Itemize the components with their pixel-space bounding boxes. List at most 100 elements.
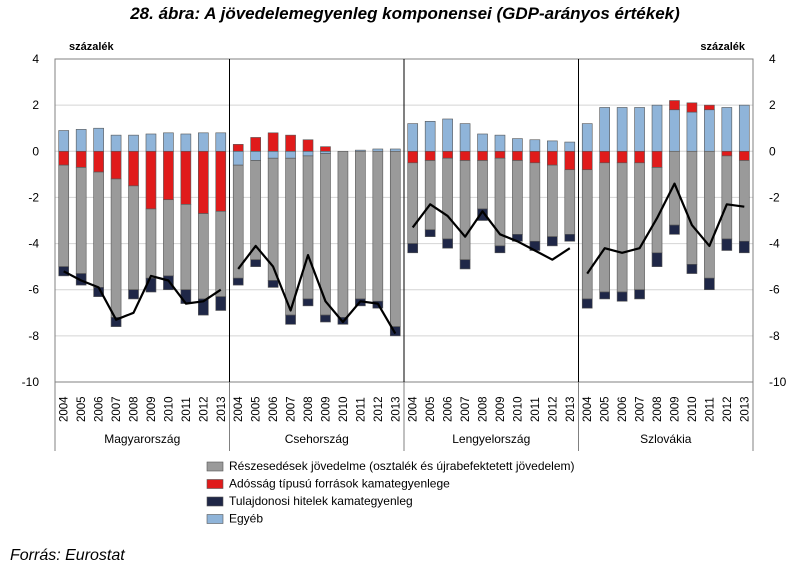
bar-reszesedes (459, 160, 471, 261)
bar-reszesedes (704, 150, 715, 279)
bar-reszesedes (616, 162, 628, 293)
x-tick-label: 2009 (669, 396, 681, 422)
group-label: Szlovákia (640, 432, 692, 446)
bar-tulajdonosi (302, 298, 314, 307)
y-tick-label-left: 2 (32, 98, 39, 112)
bar-egyeb (581, 123, 593, 152)
bar-adossag (669, 100, 680, 111)
x-tick-label: 2009 (146, 396, 158, 422)
bar-reszesedes (686, 150, 698, 265)
x-tick-label: 2010 (163, 396, 175, 422)
bar-egyeb (128, 134, 139, 152)
bar-tulajdonosi (128, 289, 139, 300)
y-tick-label-right: 2 (769, 98, 776, 112)
bar-tulajdonosi (494, 245, 506, 254)
y-tick-label-left: 0 (32, 144, 39, 158)
bar-adossag (529, 150, 541, 164)
bar-adossag (58, 150, 70, 166)
bar-reszesedes (547, 164, 558, 237)
bar-adossag (547, 150, 558, 166)
x-tick-label: 2011 (704, 397, 716, 422)
x-tick-label: 2008 (129, 396, 141, 422)
y-tick-label-left: 4 (32, 52, 39, 66)
bar-tulajdonosi (459, 259, 471, 270)
bar-reszesedes (215, 210, 227, 297)
bar-tulajdonosi (738, 240, 750, 254)
bar-adossag (320, 146, 331, 152)
series-line (586, 182, 745, 275)
bar-adossag (215, 150, 227, 212)
bar-adossag (110, 150, 122, 180)
bar-tulajdonosi (651, 252, 663, 267)
bar-adossag (302, 139, 314, 152)
bar-egyeb (110, 134, 122, 152)
bar-adossag (494, 150, 506, 159)
bar-reszesedes (58, 164, 70, 267)
bar-tulajdonosi (477, 208, 488, 221)
series-line (411, 203, 571, 261)
bar-tulajdonosi (285, 314, 296, 325)
legend-swatch-adossag (206, 479, 224, 489)
bar-adossag (407, 150, 419, 164)
y-tick-label-left: -10 (22, 375, 40, 389)
bar-adossag (232, 144, 244, 152)
x-tick-label: 2005 (76, 396, 88, 422)
y-tick-label-right: -4 (769, 237, 780, 251)
bar-egyeb (163, 132, 174, 152)
bar-egyeb (198, 132, 209, 152)
bar-tulajdonosi (547, 236, 558, 247)
bar-adossag (145, 150, 157, 210)
bar-reszesedes (372, 150, 384, 302)
x-tick-label: 2008 (478, 396, 490, 422)
x-tick-label: 2005 (425, 396, 437, 422)
bar-reszesedes (512, 160, 523, 235)
bar-adossag (704, 104, 715, 111)
bar-reszesedes (424, 160, 436, 231)
x-tick-label: 2008 (652, 396, 664, 422)
bar-adossag (93, 150, 104, 173)
legend-swatch-tulajdonosi (206, 496, 224, 507)
x-tick-label: 2005 (251, 396, 263, 422)
bar-reszesedes (198, 213, 209, 300)
x-tick-label: 2011 (355, 397, 367, 422)
bar-tulajdonosi (424, 229, 436, 237)
bar-tulajdonosi (581, 298, 593, 309)
bar-adossag (250, 137, 261, 152)
bar-reszesedes (634, 162, 645, 291)
bar-reszesedes (389, 150, 401, 327)
bar-adossag (634, 150, 645, 164)
bar-adossag (442, 150, 453, 159)
bar-adossag (180, 150, 192, 205)
bar-adossag (267, 132, 279, 152)
bar-reszesedes (564, 169, 576, 235)
group-label: Csehország (285, 432, 349, 446)
bar-tulajdonosi (704, 277, 715, 291)
bar-tulajdonosi (721, 238, 733, 251)
x-tick-label: 2012 (547, 396, 559, 422)
y-tick-label-left: -8 (28, 329, 39, 343)
x-tick-label: 2006 (443, 396, 455, 422)
legend-label-tulajdonosi: Tulajdonosi hitelek kamategyenleg (229, 494, 413, 508)
y-tick-label-left: -6 (28, 283, 39, 297)
bar-reszesedes (302, 155, 314, 300)
bar-adossag (564, 150, 576, 171)
bar-reszesedes (163, 199, 174, 277)
x-tick-label: 2012 (198, 396, 210, 422)
x-tick-label: 2011 (530, 397, 542, 422)
bar-adossag (285, 134, 296, 152)
x-tick-label: 2013 (390, 396, 402, 422)
bar-reszesedes (581, 169, 593, 300)
bar-reszesedes (355, 150, 366, 300)
legend-label-egyeb: Egyéb (229, 512, 263, 526)
bar-reszesedes (285, 157, 296, 316)
bar-adossag (75, 150, 87, 168)
y-tick-label-left: -2 (28, 190, 39, 204)
bar-tulajdonosi (599, 291, 610, 300)
bar-egyeb (738, 104, 750, 152)
series-line (63, 270, 222, 321)
bar-tulajdonosi (686, 264, 698, 274)
bar-tulajdonosi (320, 314, 331, 323)
bar-tulajdonosi (389, 326, 401, 337)
bar-egyeb (459, 123, 471, 152)
x-tick-label: 2004 (582, 396, 594, 422)
